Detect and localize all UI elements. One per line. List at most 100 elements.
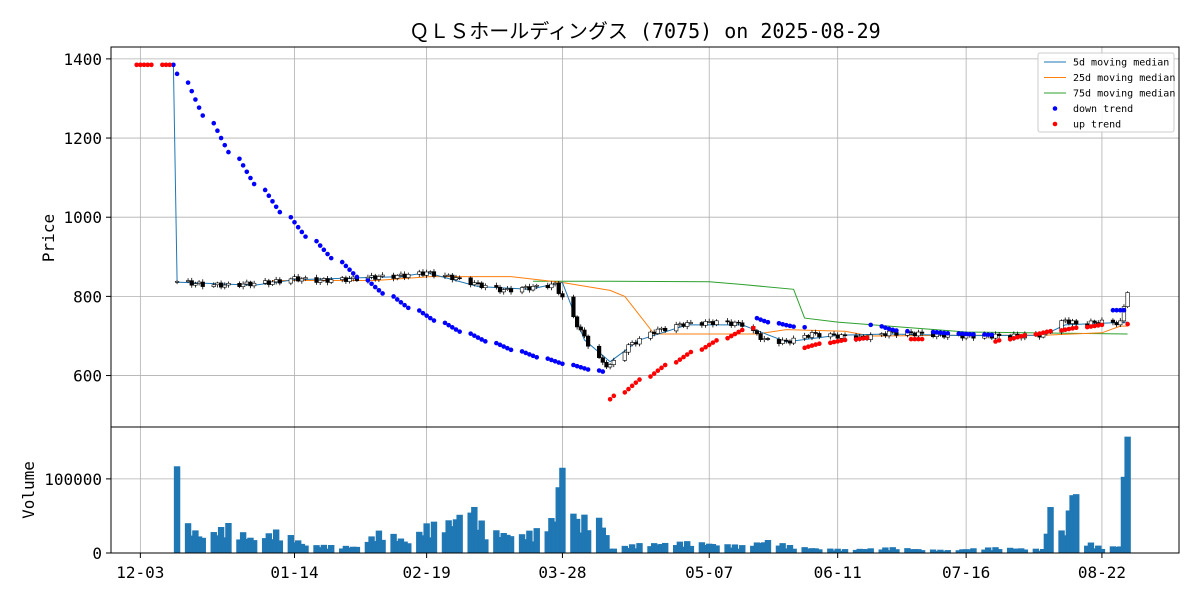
down-trend-dot	[989, 332, 995, 338]
up-trend-dot	[736, 329, 741, 335]
volume-bar	[753, 542, 761, 553]
volume-bar	[929, 549, 937, 553]
candle-up	[222, 284, 227, 288]
down-trend-dot	[791, 324, 796, 329]
candle-up	[1125, 292, 1130, 307]
volume-bar	[555, 487, 562, 553]
candle-down	[497, 286, 503, 293]
candle-down	[391, 274, 396, 279]
up-trend-dot	[993, 339, 998, 344]
candle-up	[376, 276, 382, 280]
candle-down	[248, 281, 253, 287]
candle-up	[288, 278, 293, 284]
volume-bar	[243, 538, 250, 553]
volume-bar	[1069, 495, 1076, 553]
candle-down	[450, 274, 455, 280]
volume-bar	[390, 533, 397, 553]
candle-down	[663, 327, 668, 332]
down-trend-dot	[328, 255, 334, 261]
candle-up	[879, 333, 884, 336]
volume-bar	[790, 548, 797, 553]
up-trend-dot	[916, 336, 921, 342]
volume-bar	[830, 550, 838, 553]
volume-bar	[860, 549, 867, 553]
volume-axis: 0 100000	[44, 470, 111, 563]
candle-down	[908, 331, 914, 334]
date-tick-label: 12-03	[116, 563, 164, 582]
up-trend-dot	[1062, 327, 1068, 333]
candle-up	[329, 279, 334, 283]
candle-down	[325, 278, 330, 283]
up-trend-dot	[699, 347, 705, 352]
down-trend-dot	[890, 327, 896, 333]
candle-up	[637, 338, 642, 345]
up-trend-dot	[864, 335, 870, 341]
down-trend-dot	[556, 360, 562, 365]
volume-bar	[570, 513, 577, 553]
up-trend-dot	[728, 333, 734, 339]
volume-bar	[236, 539, 243, 553]
candle-up	[299, 278, 304, 282]
volume-bar	[816, 549, 823, 553]
volume-bar	[544, 531, 551, 553]
down-trend-dot	[200, 113, 206, 118]
down-trend-dot	[982, 332, 987, 337]
volume-bar	[1043, 533, 1051, 553]
candle-down	[765, 338, 771, 340]
candle-up	[211, 284, 216, 287]
down-trend-dot	[369, 281, 374, 287]
up-trend-dot	[629, 383, 635, 389]
down-trend-dot	[405, 305, 411, 311]
up-trend-dot	[633, 380, 639, 385]
up-trend-dot	[626, 386, 631, 392]
down-trend-dot	[391, 294, 396, 299]
date-tick-label: 07-16	[942, 563, 990, 582]
candle-down	[1114, 322, 1119, 326]
volume-bar	[735, 548, 742, 553]
up-trend-dot	[688, 349, 694, 355]
volume-bar	[1087, 542, 1095, 553]
up-trend-dot	[1022, 333, 1028, 338]
ma5-line	[172, 64, 1128, 363]
legend-dot	[1052, 121, 1058, 127]
candle-up	[270, 281, 275, 285]
candle-up	[916, 331, 921, 337]
up-trend-dot	[732, 331, 738, 337]
up-trend-dot	[1092, 323, 1097, 329]
candle-down	[494, 285, 499, 288]
candle-up	[340, 277, 345, 280]
up-trend-dot	[637, 377, 642, 382]
up-trend-dot	[1095, 323, 1101, 328]
candle-down	[402, 273, 407, 278]
candle-up	[993, 333, 998, 339]
volume-bar	[1021, 549, 1029, 553]
candle-up	[263, 280, 268, 284]
candle-up	[380, 274, 385, 277]
price-tick-label: 1000	[63, 208, 102, 227]
down-trend-dot	[945, 330, 951, 336]
candle-up	[1121, 306, 1127, 322]
down-trend-dot	[780, 321, 785, 327]
down-trend-dot	[365, 278, 371, 283]
volume-bar	[449, 526, 456, 553]
volume-bar	[775, 545, 783, 553]
candle-down	[710, 321, 715, 325]
down-trend-dot	[215, 128, 220, 134]
candle-up	[1063, 319, 1068, 322]
up-trend-dot	[912, 336, 918, 342]
volume-bar	[496, 537, 504, 553]
volume-bar	[1014, 548, 1021, 553]
candle-down	[575, 316, 580, 328]
volume-bar	[375, 530, 383, 553]
down-trend-dot	[218, 135, 224, 141]
volume-bar	[702, 544, 709, 553]
volume-bar	[672, 545, 680, 553]
volume-bar	[551, 521, 559, 553]
volume-bar	[889, 547, 896, 553]
volume-axis-label: Volume	[19, 461, 38, 519]
down-trend-dot	[523, 350, 529, 356]
volume-bar	[856, 548, 863, 553]
up-trend-dot	[141, 62, 147, 68]
down-trend-dot	[985, 332, 991, 337]
